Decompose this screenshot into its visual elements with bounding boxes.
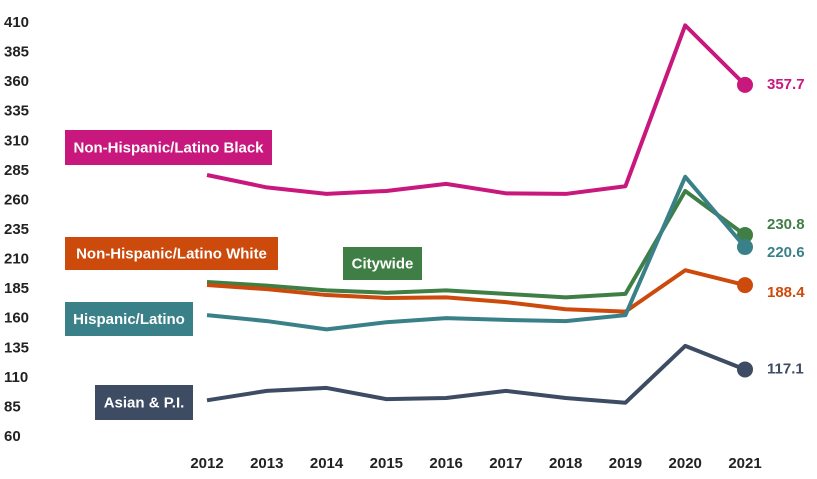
series-name-box <box>65 302 193 336</box>
series-name-box <box>95 385 193 420</box>
series-line <box>206 188 747 300</box>
y-tick-label: 235 <box>4 221 29 238</box>
series-name-box <box>343 247 422 280</box>
end-marker <box>737 239 753 256</box>
series-name-box <box>65 130 272 165</box>
x-tick-label: 2013 <box>250 455 283 472</box>
x-tick-label: 2016 <box>429 455 462 472</box>
end-marker <box>737 277 753 294</box>
x-tick-label: 2015 <box>370 455 403 472</box>
x-tick-label: 2019 <box>609 455 642 472</box>
x-tick-label: 2018 <box>549 455 582 472</box>
y-tick-label: 160 <box>4 310 29 327</box>
end-value-label: 188.4 <box>767 284 805 301</box>
y-tick-label: 85 <box>4 398 21 415</box>
x-tick-label: 2021 <box>728 455 761 472</box>
legend-label: Citywide <box>352 255 414 272</box>
y-tick-label: 110 <box>4 369 28 386</box>
end-value-label: 357.7 <box>767 76 805 93</box>
y-tick-label: 335 <box>4 103 29 120</box>
end-marker <box>737 361 753 378</box>
y-tick-label: 210 <box>4 251 29 268</box>
y-tick-label: 60 <box>4 428 21 445</box>
y-tick-label: 285 <box>4 162 29 179</box>
legend-label: Hispanic/Latino <box>73 311 185 328</box>
x-tick-label: 2014 <box>310 455 344 472</box>
y-tick-label: 185 <box>4 280 29 297</box>
series-line <box>206 174 747 332</box>
legend-label: Non-Hispanic/Latino White <box>76 245 267 262</box>
end-value-label: 117.1 <box>767 360 804 377</box>
y-tick-label: 410 <box>4 14 29 31</box>
end-marker <box>737 226 753 243</box>
y-tick-label: 385 <box>4 44 29 61</box>
y-tick-label: 135 <box>4 339 29 356</box>
legend-label: Asian & P.I. <box>104 394 185 411</box>
y-tick-label: 360 <box>4 73 29 90</box>
end-value-label: 230.8 <box>767 216 805 233</box>
x-tick-label: 2017 <box>489 455 522 472</box>
series-line <box>206 268 746 314</box>
x-tick-label: 2012 <box>190 455 223 472</box>
y-tick-label: 260 <box>4 191 29 208</box>
series-line <box>206 343 746 405</box>
x-tick-label: 2020 <box>669 455 702 472</box>
legend-label: Non-Hispanic/Latino Black <box>73 139 264 156</box>
series-name-box <box>65 237 278 270</box>
series-line <box>206 23 747 196</box>
end-marker <box>737 76 753 93</box>
y-tick-label: 310 <box>4 132 29 149</box>
end-value-label: 220.6 <box>767 244 805 261</box>
